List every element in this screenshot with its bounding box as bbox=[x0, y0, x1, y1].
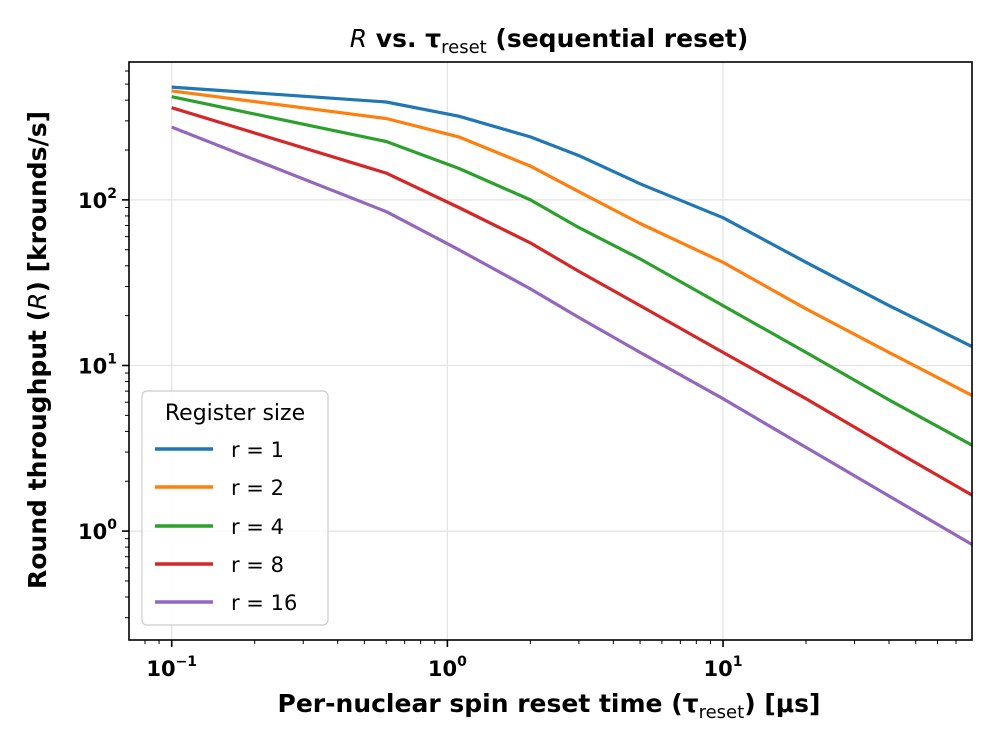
legend-label: r = 1 bbox=[231, 438, 284, 462]
legend-label: r = 16 bbox=[231, 591, 297, 615]
legend-box bbox=[141, 390, 329, 626]
axes-frame bbox=[128, 61, 973, 641]
series-line-r-4 bbox=[171, 95, 973, 447]
series-line-r-8 bbox=[171, 106, 973, 497]
major-ticks bbox=[122, 199, 724, 647]
x-axis-label: Per-nuclear spin reset time (τreset) [μs… bbox=[278, 689, 821, 723]
y-tick-label: 101 bbox=[78, 351, 117, 378]
series-lines bbox=[171, 85, 973, 546]
x-tick-label: 10−1 bbox=[146, 654, 197, 681]
series-line-r-2 bbox=[171, 89, 973, 397]
y-axis-label: Round throughput (R) [krounds/s] bbox=[23, 111, 52, 589]
y-tick-labels: 100 101 102 bbox=[78, 186, 117, 544]
legend-entry-r16: r = 16 bbox=[155, 591, 297, 615]
legend-entry-r1: r = 1 bbox=[155, 438, 284, 462]
chart-title: R vs. τreset (sequential reset) bbox=[350, 24, 749, 58]
y-tick-label: 100 bbox=[78, 517, 117, 544]
legend-entry-r2: r = 2 bbox=[155, 476, 284, 500]
legend-label: r = 4 bbox=[231, 515, 284, 539]
y-tick-label: 102 bbox=[78, 186, 117, 213]
x-tick-labels: 10−1 100 101 bbox=[146, 654, 742, 681]
series-line-r-1 bbox=[171, 85, 973, 349]
x-tick-label: 101 bbox=[704, 654, 743, 681]
legend-label: r = 2 bbox=[231, 476, 284, 500]
legend-title: Register size bbox=[165, 401, 305, 426]
series-line-r-16 bbox=[171, 125, 973, 546]
legend: Register size r = 1 r = 2 r = 4 r = 8 r … bbox=[141, 390, 329, 626]
legend-entry-r8: r = 8 bbox=[155, 553, 284, 577]
x-tick-label: 100 bbox=[428, 654, 467, 681]
legend-label: r = 8 bbox=[231, 553, 284, 577]
legend-entry-r4: r = 4 bbox=[155, 515, 284, 539]
